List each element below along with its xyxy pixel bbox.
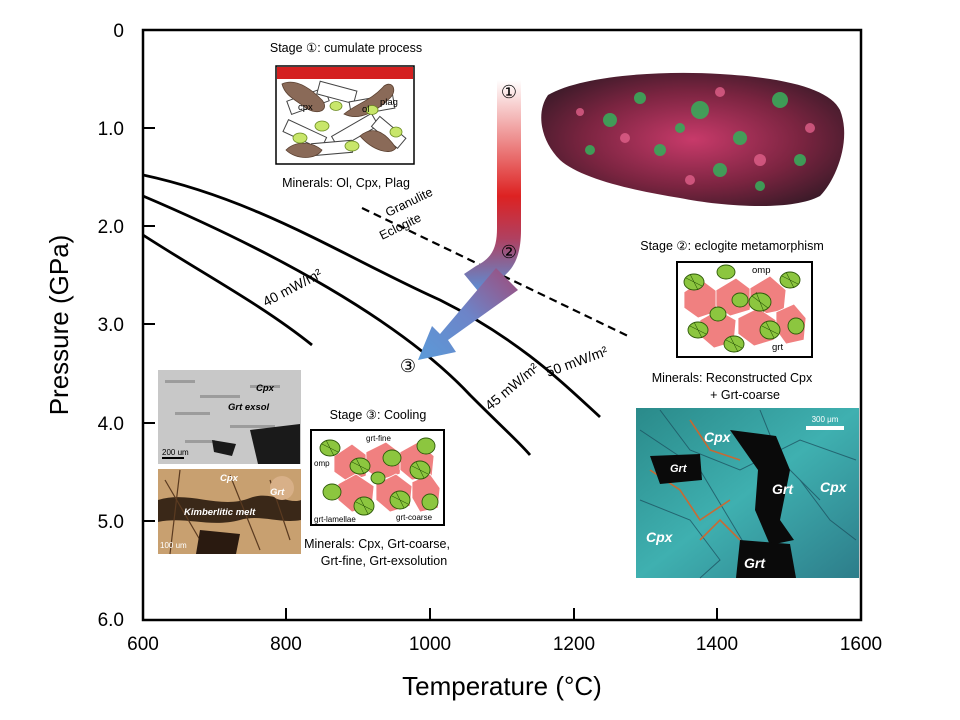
micro-grt-1: Grt bbox=[670, 463, 688, 475]
stage1-title: Stage ①: cumulate process bbox=[270, 41, 422, 55]
x-tick-1200: 1200 bbox=[553, 634, 595, 655]
y-tick-0: 0 bbox=[113, 21, 124, 42]
stage2-sketch bbox=[676, 261, 813, 358]
thin-melt-label: Kimberlitic melt bbox=[184, 507, 256, 518]
stage3-sketch bbox=[310, 429, 445, 526]
x-tick-1000: 1000 bbox=[409, 634, 451, 655]
path-marker-1: ① bbox=[501, 82, 517, 103]
stage2-title: Stage ②: eclogite metamorphism bbox=[640, 239, 824, 253]
bse-photo bbox=[158, 370, 301, 464]
geotherm-40-label: 40 mW/m² bbox=[260, 265, 325, 310]
eclogite-label: Eclogite bbox=[377, 211, 423, 243]
stage2-omp-label: omp bbox=[752, 265, 770, 276]
y-tick-6: 6.0 bbox=[98, 610, 124, 631]
stage1-minerals: Minerals: Ol, Cpx, Plag bbox=[282, 176, 410, 190]
thin-scale-label: 100 um bbox=[160, 541, 187, 550]
x-tick-1400: 1400 bbox=[696, 634, 738, 655]
stage3-title: Stage ③: Cooling bbox=[330, 408, 427, 422]
thin-section-photo bbox=[158, 469, 301, 555]
x-tick-1600: 1600 bbox=[840, 634, 882, 655]
stage1-ol-label: ol bbox=[362, 104, 369, 115]
micro-grt-2: Grt bbox=[772, 481, 794, 497]
x-axis-title: Temperature (°C) bbox=[402, 671, 602, 701]
path-marker-3: ③ bbox=[400, 356, 416, 377]
micro-cpx-3: Cpx bbox=[646, 529, 674, 545]
thin-cpx-label: Cpx bbox=[220, 473, 239, 484]
x-ticks bbox=[285, 608, 718, 620]
stage2-minerals-2: + Grt-coarse bbox=[710, 388, 780, 402]
bse-cpx-label: Cpx bbox=[256, 383, 275, 394]
bse-grt-exsol-label: Grt exsol bbox=[228, 402, 270, 413]
thin-grt-label: Grt bbox=[270, 487, 285, 498]
stage1-cpx-label: cpx bbox=[298, 102, 313, 113]
micro-cpx-1: Cpx bbox=[704, 429, 732, 445]
stage2-minerals-1: Minerals: Reconstructed Cpx bbox=[652, 371, 813, 385]
micro-cpx-2: Cpx bbox=[820, 479, 848, 495]
geotherm-50 bbox=[143, 173, 601, 419]
y-tick-4: 4.0 bbox=[98, 414, 124, 435]
micro-grt-3: Grt bbox=[744, 555, 766, 571]
path-marker-2: ② bbox=[501, 242, 517, 263]
y-tick-2: 2.0 bbox=[98, 217, 124, 238]
stage1-plag-label: plag bbox=[380, 97, 398, 108]
micrograph-photo bbox=[636, 408, 859, 579]
y-tick-3: 3.0 bbox=[98, 315, 124, 336]
geotherm-45 bbox=[143, 194, 532, 456]
stage2-grt-label: grt bbox=[772, 342, 783, 353]
stage3-grt-fine-label: grt-fine bbox=[366, 434, 391, 443]
x-tick-800: 800 bbox=[270, 634, 302, 655]
geotherm-45-label: 45 mW/m² bbox=[482, 359, 542, 413]
stage1-sketch bbox=[275, 65, 415, 165]
y-tick-5: 5.0 bbox=[98, 512, 124, 533]
micro-scale-label: 300 μm bbox=[812, 415, 839, 424]
y-axis-title: Pressure (GPa) bbox=[44, 235, 74, 416]
stage3-minerals-2: Grt-fine, Grt-exsolution bbox=[321, 554, 447, 568]
geotherm-40 bbox=[143, 233, 313, 347]
x-tick-600: 600 bbox=[127, 634, 159, 655]
geotherm-50-label: 50 mW/m² bbox=[544, 343, 610, 380]
rock-photo bbox=[541, 72, 845, 207]
y-ticks bbox=[143, 127, 155, 522]
y-tick-1: 1.0 bbox=[98, 119, 124, 140]
bse-scale-label: 200 um bbox=[162, 448, 189, 457]
stage3-grt-coarse-label: grt-coarse bbox=[396, 513, 433, 522]
stage3-omp-label: omp bbox=[314, 459, 330, 468]
stage3-grt-lamellae-label: grt-lamellae bbox=[314, 515, 356, 524]
stage3-minerals-1: Minerals: Cpx, Grt-coarse, bbox=[304, 537, 450, 551]
pt-path bbox=[418, 80, 521, 360]
